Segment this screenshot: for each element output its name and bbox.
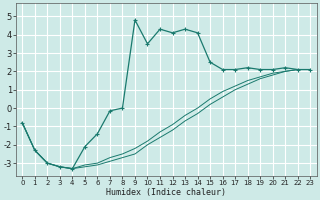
X-axis label: Humidex (Indice chaleur): Humidex (Indice chaleur) [106,188,226,197]
